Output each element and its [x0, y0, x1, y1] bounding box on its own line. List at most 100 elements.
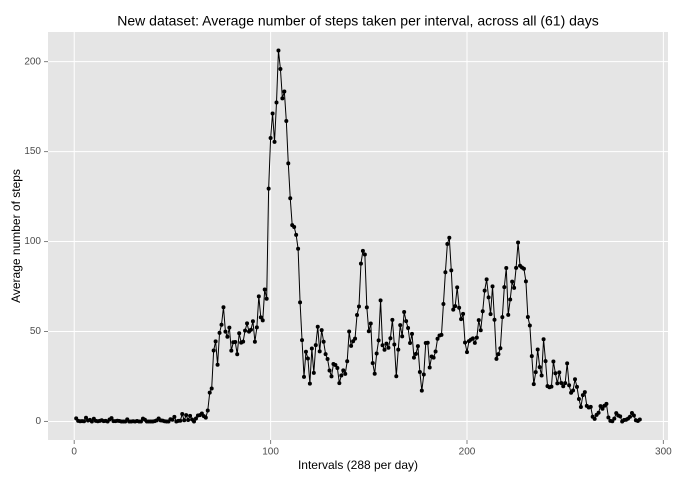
- data-point: [280, 96, 285, 101]
- data-point: [478, 328, 483, 333]
- data-point: [360, 248, 365, 253]
- data-point: [186, 417, 191, 422]
- data-point: [504, 265, 509, 270]
- data-point: [282, 89, 287, 94]
- data-point: [523, 279, 528, 284]
- data-point: [567, 383, 572, 388]
- data-point: [529, 354, 534, 359]
- data-point: [355, 312, 360, 317]
- data-point: [223, 329, 228, 334]
- data-point: [270, 111, 275, 116]
- data-point: [256, 294, 261, 299]
- data-point: [372, 371, 377, 376]
- data-point: [400, 334, 405, 339]
- data-point: [406, 325, 411, 330]
- data-point: [490, 284, 495, 289]
- data-point: [309, 346, 314, 351]
- data-point: [378, 298, 383, 303]
- data-point: [592, 416, 597, 421]
- data-point: [250, 319, 255, 324]
- data-point: [561, 384, 566, 389]
- data-point: [276, 48, 281, 53]
- data-point: [327, 368, 332, 373]
- data-point: [109, 416, 114, 421]
- data-point: [233, 339, 238, 344]
- data-point: [211, 348, 216, 353]
- data-point: [335, 366, 340, 371]
- data-point: [235, 352, 240, 357]
- data-point: [82, 419, 87, 424]
- data-point: [241, 339, 246, 344]
- data-point: [433, 349, 438, 354]
- data-point: [488, 312, 493, 317]
- data-point: [516, 240, 521, 245]
- data-point: [445, 241, 450, 246]
- data-point: [260, 318, 265, 323]
- x-axis-label: Intervals (288 per day): [298, 458, 418, 472]
- data-point: [243, 328, 248, 333]
- data-point: [453, 304, 458, 309]
- data-point: [502, 285, 507, 290]
- data-point: [408, 341, 413, 346]
- data-point: [606, 415, 611, 420]
- data-point: [612, 416, 617, 421]
- data-point: [580, 393, 585, 398]
- data-point: [533, 370, 538, 375]
- data-point: [221, 305, 226, 310]
- data-point: [565, 361, 570, 366]
- data-point: [353, 336, 358, 341]
- data-point: [390, 317, 395, 322]
- data-point: [245, 321, 250, 326]
- data-point: [484, 277, 489, 282]
- data-point: [417, 369, 422, 374]
- data-point: [427, 365, 432, 370]
- data-point: [506, 312, 511, 317]
- data-point: [219, 322, 224, 327]
- data-point: [521, 266, 526, 271]
- data-point: [512, 285, 517, 290]
- data-point: [472, 340, 477, 345]
- y-axis-label: Average number of steps: [9, 169, 23, 303]
- y-tick-label: 150: [24, 146, 41, 157]
- data-point: [301, 374, 306, 379]
- data-point: [188, 413, 193, 418]
- data-point: [396, 347, 401, 352]
- data-point: [600, 406, 605, 411]
- data-point: [237, 331, 242, 336]
- data-point: [305, 356, 310, 361]
- data-point: [510, 279, 515, 284]
- data-point: [205, 408, 210, 413]
- data-point: [286, 161, 291, 166]
- data-point: [451, 307, 456, 312]
- x-tick-label: 300: [655, 447, 672, 458]
- data-point: [380, 343, 385, 348]
- data-point: [410, 331, 415, 336]
- data-point: [525, 315, 530, 320]
- data-point: [254, 325, 259, 330]
- data-point: [217, 330, 222, 335]
- data-point: [203, 415, 208, 420]
- data-point: [539, 373, 544, 378]
- data-point: [553, 371, 558, 376]
- data-point: [402, 310, 407, 315]
- data-point: [480, 309, 485, 314]
- data-point: [192, 419, 197, 424]
- data-point: [345, 359, 350, 364]
- data-point: [227, 325, 232, 330]
- data-point: [337, 381, 342, 386]
- data-point: [300, 338, 305, 343]
- data-point: [604, 401, 609, 406]
- data-point: [258, 315, 263, 320]
- data-point: [470, 336, 475, 341]
- data-point: [425, 340, 430, 345]
- data-point: [388, 336, 393, 341]
- data-point: [358, 261, 363, 266]
- data-point: [421, 372, 426, 377]
- data-point: [398, 323, 403, 328]
- data-point: [474, 335, 479, 340]
- data-point: [492, 317, 497, 322]
- data-point: [447, 235, 452, 240]
- data-point: [494, 356, 499, 361]
- data-point: [384, 341, 389, 346]
